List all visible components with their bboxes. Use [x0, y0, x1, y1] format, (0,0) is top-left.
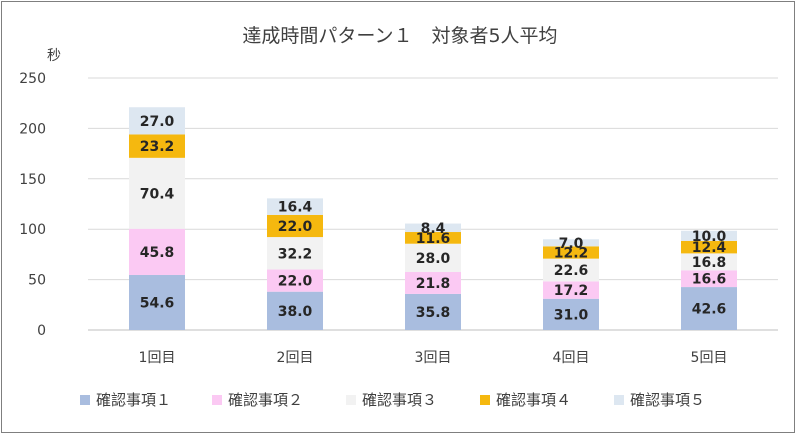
- data-label: 38.0: [278, 304, 313, 320]
- legend-swatch: [480, 395, 490, 405]
- data-label: 22.6: [554, 263, 589, 279]
- y-tick-label: 50: [28, 273, 46, 289]
- bar-segment: [681, 270, 737, 288]
- bar-segment: [267, 214, 323, 238]
- chart-title: 達成時間パターン１ 対象者5人平均: [242, 25, 557, 47]
- bar-segment: [129, 107, 185, 135]
- legend-label: 確認事項５: [630, 391, 705, 409]
- data-label: 12.2: [554, 245, 589, 261]
- bar-segment: [129, 134, 185, 158]
- legend-swatch: [346, 395, 356, 405]
- data-label: 70.4: [140, 186, 175, 202]
- bar-segment: [129, 274, 185, 330]
- bar-segment: [405, 243, 461, 272]
- data-label: 31.0: [554, 307, 589, 323]
- data-label: 28.0: [416, 251, 451, 267]
- bar-segment: [681, 287, 737, 330]
- y-tick-label: 100: [19, 222, 46, 238]
- x-tick-label: 5回目: [691, 350, 728, 366]
- data-label: 8.4: [421, 221, 446, 237]
- legend-label: 確認事項３: [362, 391, 437, 409]
- gridlines: [88, 77, 778, 331]
- data-label: 12.4: [692, 240, 727, 256]
- data-label: 21.8: [416, 276, 451, 292]
- data-label: 45.8: [140, 245, 175, 261]
- bar-segment: [129, 157, 185, 229]
- bars: [129, 107, 737, 330]
- legend-label: 確認事項２: [228, 391, 303, 409]
- legend-swatch: [614, 395, 624, 405]
- bar-segment: [681, 230, 737, 241]
- data-label: 27.0: [140, 114, 175, 130]
- bar-segment: [405, 271, 461, 294]
- bar-segment: [267, 269, 323, 292]
- bar-segment: [543, 239, 599, 247]
- bar-segment: [543, 298, 599, 330]
- bar-segment: [543, 258, 599, 282]
- y-tick-label: 0: [37, 323, 46, 339]
- y-tick-label: 250: [19, 71, 46, 87]
- bar-segment: [543, 246, 599, 259]
- legend-label: 確認事項１: [96, 391, 171, 409]
- bar-segment: [681, 240, 737, 254]
- bar-segment: [267, 237, 323, 270]
- data-label: 16.4: [278, 200, 313, 216]
- y-axis-unit-label: 秒: [47, 48, 61, 64]
- data-label: 42.6: [692, 302, 727, 318]
- data-label: 16.8: [692, 255, 727, 271]
- x-axis-ticks: 1回目 2回目 3回目 4回目 5回目: [139, 350, 728, 366]
- x-tick-label: 2回目: [277, 350, 314, 366]
- x-tick-label: 1回目: [139, 350, 176, 366]
- y-axis-ticks: 0 50 100 150 200 250: [19, 71, 46, 339]
- bar-segment: [405, 232, 461, 244]
- data-label: 10.0: [692, 229, 727, 245]
- x-tick-label: 3回目: [415, 350, 452, 366]
- data-label: 54.6: [140, 295, 175, 311]
- data-label: 11.6: [416, 231, 451, 247]
- data-label: 22.0: [278, 219, 313, 235]
- x-tick-label: 4回目: [553, 350, 590, 366]
- bar-segment: [543, 281, 599, 299]
- legend-swatch: [212, 395, 222, 405]
- data-label: 32.2: [278, 246, 313, 262]
- data-label: 23.2: [140, 139, 175, 155]
- bar-segment: [267, 198, 323, 215]
- data-label: 35.8: [416, 305, 451, 321]
- legend-swatch: [80, 395, 90, 405]
- data-label: 7.0: [559, 236, 584, 252]
- bar-segment: [405, 223, 461, 233]
- y-tick-label: 150: [19, 172, 46, 188]
- bar-segment: [129, 228, 185, 275]
- legend: 確認事項１ 確認事項２ 確認事項３ 確認事項４ 確認事項５: [80, 391, 705, 409]
- y-tick-label: 200: [19, 121, 46, 137]
- data-label: 22.0: [278, 274, 313, 290]
- legend-label: 確認事項４: [496, 391, 571, 409]
- bar-segment: [681, 253, 737, 271]
- data-label: 17.2: [554, 283, 589, 299]
- bar-segment: [405, 293, 461, 330]
- data-labels: 54.6 45.8 70.4 23.2 27.0 38.0 22.0 32.2 22.0 16.4…: [140, 114, 727, 324]
- data-label: 16.6: [692, 272, 727, 288]
- bar-segment: [267, 291, 323, 330]
